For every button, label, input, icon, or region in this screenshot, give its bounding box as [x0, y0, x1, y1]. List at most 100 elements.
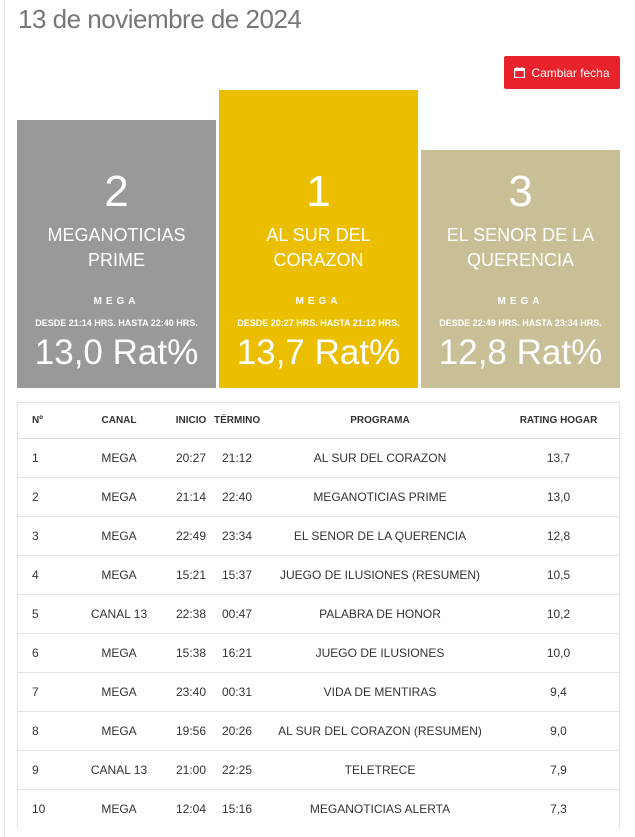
table-row: 6 MEGA 15:38 16:21 JUEGO DE ILUSIONES 10,0: [17, 633, 620, 673]
row-termino: 20:26: [212, 711, 262, 751]
row-num: 7: [17, 672, 68, 712]
podium-rating: 12,8 Rat%: [438, 333, 603, 372]
podium-rank: 2: [104, 167, 129, 216]
row-canal: MEGA: [68, 672, 170, 712]
table-row: 4 MEGA 15:21 15:37 JUEGO DE ILUSIONES (RESUM…: [17, 555, 620, 595]
podium-times: DESDE 22:49 HRS. HASTA 23:34 HRS.: [439, 318, 602, 328]
row-termino: 16:21: [212, 633, 262, 673]
header-rating: RATING HOGAR: [498, 402, 620, 439]
podium-times: DESDE 20:27 HRS. HASTA 21:12 HRS.: [237, 318, 400, 328]
row-programa: TELETRECE: [262, 750, 498, 790]
left-border: [4, 0, 5, 837]
row-num: 9: [17, 750, 68, 790]
table-row: 9 CANAL 13 21:00 22:25 TELETRECE 7,9: [17, 750, 620, 790]
row-num: 6: [17, 633, 68, 673]
row-rating: 12,8: [498, 516, 620, 556]
row-termino: 15:37: [212, 555, 262, 595]
podium-channel: MEGA: [93, 296, 140, 307]
calendar-icon: [514, 67, 526, 78]
row-num: 5: [17, 594, 68, 634]
header-canal: CANAL: [68, 402, 170, 439]
row-programa: AL SUR DEL CORAZON: [262, 438, 498, 478]
podium-rank: 1: [306, 167, 331, 216]
row-termino: 22:40: [212, 477, 262, 517]
row-canal: CANAL 13: [68, 594, 170, 634]
row-inicio: 19:56: [170, 711, 212, 751]
row-rating: 10,5: [498, 555, 620, 595]
row-num: 1: [17, 438, 68, 478]
row-canal: MEGA: [68, 555, 170, 595]
row-rating: 9,0: [498, 711, 620, 751]
podium-program: MEGANOTICIAS PRIME: [47, 225, 186, 270]
row-rating: 7,3: [498, 789, 620, 828]
row-termino: 23:34: [212, 516, 262, 556]
table-row: 3 MEGA 22:49 23:34 EL SENOR DE LA QUERENCIA 1…: [17, 516, 620, 556]
podium-times: DESDE 21:14 HRS. HASTA 22:40 HRS.: [35, 318, 198, 328]
row-inicio: 23:40: [170, 672, 212, 712]
row-rating: 13,0: [498, 477, 620, 517]
row-programa: EL SENOR DE LA QUERENCIA: [262, 516, 498, 556]
podium-rating: 13,0 Rat%: [34, 333, 199, 372]
podium-rank: 3: [508, 167, 533, 216]
podium-first: 1 AL SUR DEL CORAZON MEGA DESDE 20:27 HR…: [219, 90, 418, 388]
row-canal: CANAL 13: [68, 750, 170, 790]
row-inicio: 12:04: [170, 789, 212, 828]
row-canal: MEGA: [68, 516, 170, 556]
row-programa: JUEGO DE ILUSIONES (RESUMEN): [262, 555, 498, 595]
row-rating: 13,7: [498, 438, 620, 478]
row-termino: 21:12: [212, 438, 262, 478]
row-canal: MEGA: [68, 477, 170, 517]
change-date-button[interactable]: Cambiar fecha: [504, 56, 620, 89]
podium-third: 3 EL SENOR DE LA QUERENCIA MEGA DESDE 22…: [421, 150, 620, 388]
podium-channel: MEGA: [295, 296, 342, 307]
row-programa: MEGANOTICIAS ALERTA: [262, 789, 498, 828]
row-num: 10: [17, 789, 68, 828]
row-rating: 7,9: [498, 750, 620, 790]
row-inicio: 21:00: [170, 750, 212, 790]
header-termino: TÉRMINO: [212, 402, 262, 439]
table-row: 8 MEGA 19:56 20:26 AL SUR DEL CORAZON (RESUM…: [17, 711, 620, 751]
row-canal: MEGA: [68, 438, 170, 478]
row-rating: 10,0: [498, 633, 620, 673]
row-inicio: 20:27: [170, 438, 212, 478]
table-row: 2 MEGA 21:14 22:40 MEGANOTICIAS PRIME 13,0: [17, 477, 620, 517]
row-num: 8: [17, 711, 68, 751]
table-row: 7 MEGA 23:40 00:31 VIDA DE MENTIRAS 9,4: [17, 672, 620, 712]
row-rating: 10,2: [498, 594, 620, 634]
row-programa: JUEGO DE ILUSIONES: [262, 633, 498, 673]
table-header-row: Nº CANAL INICIO TÉRMINO PROGRAMA RATING …: [17, 402, 620, 439]
table-row: 10 MEGA 12:04 15:16 MEGANOTICIAS ALERTA 7,3: [17, 789, 620, 828]
header-num: Nº: [17, 402, 68, 439]
row-inicio: 22:49: [170, 516, 212, 556]
row-inicio: 21:14: [170, 477, 212, 517]
row-rating: 9,4: [498, 672, 620, 712]
podium-rating: 13,7 Rat%: [236, 333, 401, 372]
podium-channel: MEGA: [497, 296, 544, 307]
table-row: 1 MEGA 20:27 21:12 AL SUR DEL CORAZON 13,7: [17, 438, 620, 478]
header-inicio: INICIO: [170, 402, 212, 439]
row-num: 3: [17, 516, 68, 556]
podium-second: 2 MEGANOTICIAS PRIME MEGA DESDE 21:14 HR…: [17, 120, 216, 388]
podium-program: AL SUR DEL CORAZON: [266, 225, 371, 270]
ratings-table: Nº CANAL INICIO TÉRMINO PROGRAMA RATING …: [17, 402, 620, 828]
row-termino: 00:31: [212, 672, 262, 712]
row-termino: 00:47: [212, 594, 262, 634]
row-inicio: 22:38: [170, 594, 212, 634]
row-num: 4: [17, 555, 68, 595]
row-canal: MEGA: [68, 789, 170, 828]
row-termino: 15:16: [212, 789, 262, 828]
row-programa: PALABRA DE HONOR: [262, 594, 498, 634]
row-termino: 22:25: [212, 750, 262, 790]
row-programa: VIDA DE MENTIRAS: [262, 672, 498, 712]
table-row: 5 CANAL 13 22:38 00:47 PALABRA DE HONOR 10,2: [17, 594, 620, 634]
row-inicio: 15:38: [170, 633, 212, 673]
change-date-label: Cambiar fecha: [531, 65, 610, 80]
header-programa: PROGRAMA: [262, 402, 498, 439]
row-canal: MEGA: [68, 711, 170, 751]
row-programa: MEGANOTICIAS PRIME: [262, 477, 498, 517]
page-title: 13 de noviembre de 2024: [18, 4, 302, 34]
podium-program: EL SENOR DE LA QUERENCIA: [446, 225, 595, 270]
row-num: 2: [17, 477, 68, 517]
row-programa: AL SUR DEL CORAZON (RESUMEN): [262, 711, 498, 751]
row-canal: MEGA: [68, 633, 170, 673]
